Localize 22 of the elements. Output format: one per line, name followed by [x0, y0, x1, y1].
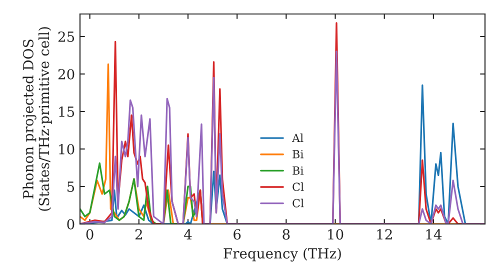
legend-label: Cl — [292, 182, 304, 192]
y-tick-label: 5 — [67, 182, 74, 192]
y-axis-title: Phonon projected DOS (States/THz·primitive cell) — [22, 27, 52, 211]
y-tick-label: 0 — [67, 218, 74, 230]
x-tick-label: 10 — [328, 229, 344, 240]
legend-label: Al — [292, 134, 304, 142]
legend-label: Cl — [292, 198, 304, 208]
x-axis-title: Frequency (THz) — [224, 248, 341, 262]
y-tick-label: 20 — [58, 68, 74, 80]
y-tick-label: 15 — [59, 106, 74, 117]
y-tick-label: 10 — [59, 144, 74, 154]
x-tick-label: 12 — [377, 229, 392, 240]
legend-label: Bi — [292, 166, 304, 175]
x-tick-label: 4 — [184, 229, 192, 240]
legend-label: Bi — [292, 150, 304, 158]
line-series — [80, 162, 202, 224]
y-tick-label: 25 — [58, 31, 74, 42]
x-tick-label: 14 — [426, 229, 442, 240]
x-tick-label: 6 — [234, 229, 241, 240]
x-tick-label: 0 — [86, 229, 94, 240]
x-tick-label: 8 — [282, 229, 290, 240]
x-tick-label: 2 — [135, 229, 142, 240]
